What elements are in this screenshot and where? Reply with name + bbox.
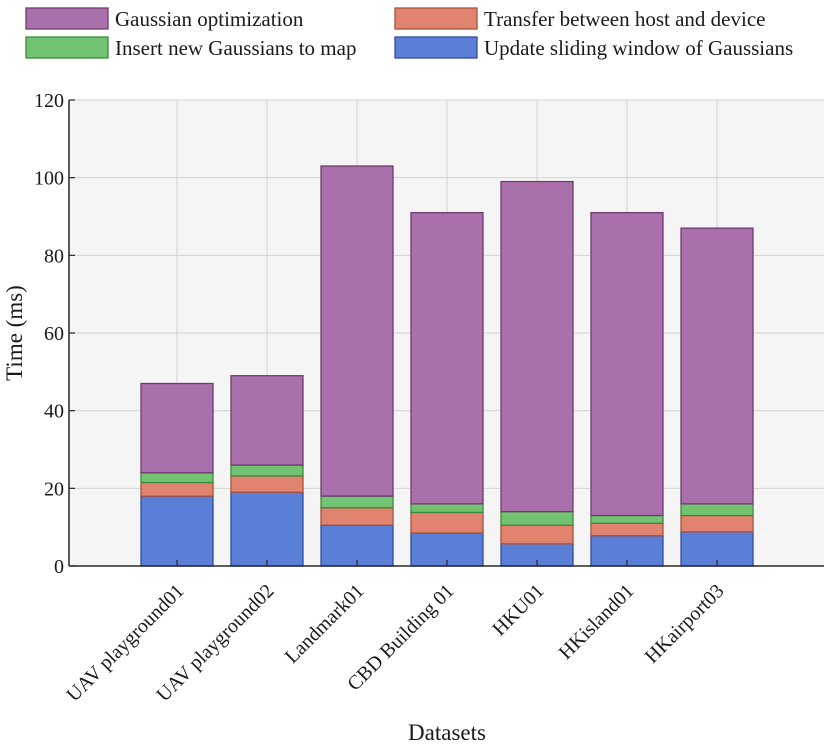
bar-insert-new-gaussians-to-map-hku01 xyxy=(500,510,574,526)
bar-stack-hku01 xyxy=(500,180,574,567)
bar-insert-new-gaussians-to-map-hkisland01 xyxy=(590,514,664,524)
legend-item-insert-new-gaussians-to-map: Insert new Gaussians to map xyxy=(25,36,356,60)
bar-gaussian-optimization-uav-playground01 xyxy=(140,382,214,474)
bar-transfer-between-host-and-device-landmark01 xyxy=(320,507,394,526)
bar-update-sliding-window-of-gaussians-landmark01 xyxy=(320,524,394,567)
legend-item-transfer-between-host-and-device: Transfer between host and device xyxy=(394,7,765,31)
bar-insert-new-gaussians-to-map-uav-playground02 xyxy=(230,464,304,477)
bar-gaussian-optimization-hkisland01 xyxy=(590,211,664,517)
bar-update-sliding-window-of-gaussians-uav-playground02 xyxy=(230,491,304,567)
bar-transfer-between-host-and-device-uav-playground02 xyxy=(230,475,304,493)
x-tick-label-hkairport03: HKairport03 xyxy=(641,580,729,668)
bar-stack-uav-playground01 xyxy=(140,382,214,567)
y-tick-label: 0 xyxy=(54,556,64,578)
legend-swatch xyxy=(25,36,109,59)
bar-stack-hkairport03 xyxy=(680,227,754,567)
bar-gaussian-optimization-hku01 xyxy=(500,180,574,513)
bar-insert-new-gaussians-to-map-hkairport03 xyxy=(680,503,754,517)
y-tick-label: 80 xyxy=(44,245,64,267)
legend-swatch xyxy=(25,7,109,30)
bar-transfer-between-host-and-device-cbd-building-01 xyxy=(410,511,484,534)
bars xyxy=(140,165,754,567)
legend: Gaussian optimization Transfer between ho… xyxy=(25,7,793,60)
legend-swatch xyxy=(394,7,478,30)
legend-label: Gaussian optimization xyxy=(115,7,304,31)
y-tick-label: 120 xyxy=(34,90,64,112)
y-tick-labels: 0 20 40 60 80 100 120 xyxy=(34,90,64,578)
axes xyxy=(68,99,824,567)
bar-transfer-between-host-and-device-uav-playground01 xyxy=(140,481,214,497)
bar-stack-landmark01 xyxy=(320,165,394,567)
x-tick-label-landmark01: Landmark01 xyxy=(281,580,369,668)
bar-gaussian-optimization-hkairport03 xyxy=(680,227,754,505)
bar-insert-new-gaussians-to-map-uav-playground01 xyxy=(140,472,214,484)
bar-transfer-between-host-and-device-hku01 xyxy=(500,524,574,545)
bar-stack-hkisland01 xyxy=(590,211,664,567)
legend-item-update-sliding-window-of-gaussians: Update sliding window of Gaussians xyxy=(394,36,793,60)
x-tick-label-hkisland01: HKisland01 xyxy=(555,580,639,664)
legend-item-gaussian-optimization: Gaussian optimization xyxy=(25,7,304,31)
bar-update-sliding-window-of-gaussians-uav-playground01 xyxy=(140,495,214,567)
y-tick-label: 100 xyxy=(34,168,64,190)
y-axis-title: Time (ms) xyxy=(2,285,27,381)
legend-label: Update sliding window of Gaussians xyxy=(484,36,793,60)
bar-transfer-between-host-and-device-hkairport03 xyxy=(680,514,754,533)
bar-stack-cbd-building-01 xyxy=(410,211,484,567)
bar-gaussian-optimization-landmark01 xyxy=(320,165,394,497)
bar-insert-new-gaussians-to-map-cbd-building-01 xyxy=(410,503,484,514)
legend-label: Transfer between host and device xyxy=(484,7,765,31)
bar-stack-uav-playground02 xyxy=(230,375,304,567)
bar-gaussian-optimization-cbd-building-01 xyxy=(410,211,484,505)
x-axis-title: Datasets xyxy=(408,720,486,745)
bar-transfer-between-host-and-device-hkisland01 xyxy=(590,522,664,537)
bar-insert-new-gaussians-to-map-landmark01 xyxy=(320,495,394,509)
bar-gaussian-optimization-uav-playground02 xyxy=(230,375,304,466)
legend-label: Insert new Gaussians to map xyxy=(115,36,356,60)
y-tick-label: 40 xyxy=(44,401,64,423)
y-tick-label: 20 xyxy=(44,478,64,500)
x-tick-label-hku01: HKU01 xyxy=(488,580,548,640)
legend-swatch xyxy=(394,36,478,59)
y-tick-label: 60 xyxy=(44,323,64,345)
